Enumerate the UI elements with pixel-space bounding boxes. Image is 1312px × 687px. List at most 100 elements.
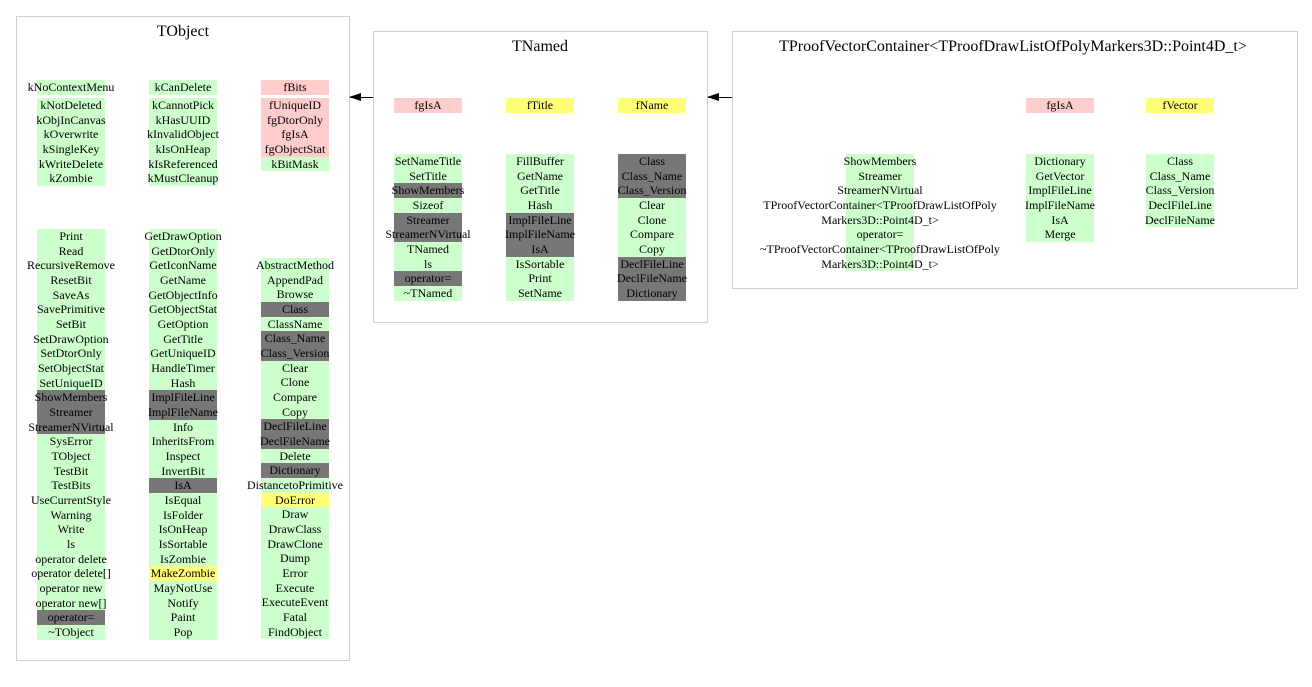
method-item[interactable]: FindObject [261, 624, 329, 640]
method-item[interactable]: IsSortable [149, 537, 217, 552]
method-item[interactable]: AppendPad [261, 272, 329, 288]
method-item[interactable]: Clone [261, 375, 329, 391]
method-item[interactable]: operator delete[] [31, 566, 111, 582]
method-item[interactable]: ~TProofVectorContainer<TProofDrawListOfP… [760, 242, 1000, 272]
method-item[interactable]: Streamer [846, 168, 914, 184]
method-item[interactable]: ShowMembers [35, 390, 107, 406]
data-member[interactable]: kInvalidObject [147, 127, 219, 142]
data-member[interactable]: kCanDelete [149, 80, 217, 95]
data-member[interactable]: kWriteDelete [37, 156, 105, 172]
method-item[interactable]: Info [149, 419, 217, 435]
data-member[interactable]: fgDtorOnly [261, 112, 329, 128]
method-item[interactable]: SysError [37, 434, 105, 450]
data-member[interactable]: kOverwrite [37, 127, 105, 142]
method-item[interactable]: ExecuteEvent [261, 595, 329, 611]
data-member[interactable]: kIsReferenced [148, 156, 218, 172]
data-member[interactable]: fName [618, 98, 686, 113]
method-item[interactable]: TObject [37, 449, 105, 464]
method-item[interactable]: GetVector [1026, 168, 1094, 184]
method-item[interactable]: Compare [261, 390, 329, 405]
method-item[interactable]: Dump [261, 551, 329, 567]
method-item[interactable]: DrawClone [261, 536, 329, 552]
method-item[interactable]: ImplFileName [148, 405, 218, 420]
data-member[interactable]: kIsOnHeap [149, 142, 217, 157]
data-member[interactable]: fUniqueID [261, 98, 329, 113]
method-item[interactable]: GetObjectInfo [148, 287, 218, 303]
method-item[interactable]: RecursiveRemove [27, 258, 115, 273]
data-member[interactable]: fVector [1146, 98, 1214, 113]
method-item[interactable]: Streamer [394, 212, 462, 228]
method-item[interactable]: ShowMembers [844, 154, 916, 169]
method-item[interactable]: StreamerNVirtual [28, 419, 114, 435]
method-item[interactable]: Print [37, 229, 105, 244]
method-item[interactable]: GetDtorOnly [149, 243, 217, 259]
method-item[interactable]: GetIconName [149, 258, 217, 273]
method-item[interactable]: GetDrawOption [144, 229, 222, 244]
method-item[interactable]: GetTitle [149, 331, 217, 347]
method-item[interactable]: SetObjectStat [37, 361, 105, 376]
method-item[interactable]: GetName [506, 168, 574, 184]
method-item[interactable]: operator new [37, 581, 105, 596]
data-member[interactable]: fgIsA [1026, 98, 1094, 113]
method-item[interactable]: operator= [37, 610, 105, 626]
method-item[interactable]: Compare [618, 227, 686, 242]
method-item[interactable]: IsFolder [149, 507, 217, 523]
method-item[interactable]: ImplFileLine [1026, 183, 1094, 198]
method-item[interactable]: Notify [149, 595, 217, 611]
data-member[interactable]: kCannotPick [149, 98, 217, 113]
data-member[interactable]: kHasUUID [149, 112, 217, 128]
data-member[interactable]: kNotDeleted [37, 98, 105, 113]
data-member[interactable]: fgIsA [394, 98, 462, 113]
method-item[interactable]: AbstractMethod [256, 258, 334, 273]
data-member[interactable]: kObjInCanvas [36, 112, 106, 128]
method-item[interactable]: ~TObject [37, 625, 105, 640]
method-item[interactable]: IsA [506, 242, 574, 257]
method-item[interactable]: GetUniqueID [149, 346, 217, 362]
method-item[interactable]: Browse [261, 287, 329, 302]
data-member[interactable]: fgIsA [261, 127, 329, 142]
method-item[interactable]: SetTitle [394, 168, 462, 184]
method-item[interactable]: StreamerNVirtual [837, 183, 923, 198]
method-item[interactable]: Class_Version [618, 183, 686, 198]
method-item[interactable]: SetUniqueID [37, 375, 105, 391]
method-item[interactable]: Class_Name [261, 331, 329, 346]
method-item[interactable]: DoError [261, 492, 329, 508]
data-member[interactable]: kMustCleanup [148, 171, 218, 186]
method-item[interactable]: Copy [261, 404, 329, 420]
method-item[interactable]: IsSortable [506, 256, 574, 272]
method-item[interactable]: DeclFileLine [618, 256, 686, 272]
method-item[interactable]: Dictionary [261, 463, 329, 479]
method-item[interactable]: Streamer [37, 405, 105, 420]
method-item[interactable]: IsEqual [149, 493, 217, 508]
method-item[interactable]: Inspect [149, 449, 217, 464]
method-item[interactable]: HandleTimer [149, 361, 217, 376]
method-item[interactable]: DeclFileLine [1146, 198, 1214, 213]
method-item[interactable]: Draw [261, 507, 329, 523]
method-item[interactable]: ~TNamed [394, 286, 462, 301]
method-item[interactable]: MayNotUse [149, 581, 217, 596]
method-item[interactable]: Class_Version [1146, 183, 1214, 198]
method-item[interactable]: Class_Version [261, 346, 329, 361]
method-item[interactable]: Warning [37, 507, 105, 523]
data-member[interactable]: kZombie [37, 171, 105, 186]
method-item[interactable]: SetNameTitle [394, 154, 462, 169]
method-item[interactable]: GetOption [149, 317, 217, 332]
method-item[interactable]: Class [1146, 154, 1214, 169]
method-item[interactable]: Delete [261, 448, 329, 464]
data-member[interactable]: kNoContextMenu [28, 80, 114, 95]
method-item[interactable]: operator= [394, 271, 462, 287]
method-item[interactable]: InvertBit [149, 463, 217, 479]
method-item[interactable]: DeclFileLine [261, 419, 329, 435]
method-item[interactable]: DeclFileName [617, 271, 687, 287]
method-item[interactable]: Merge [1026, 227, 1094, 242]
method-item[interactable]: Hash [506, 198, 574, 213]
method-item[interactable]: Pop [149, 625, 217, 640]
method-item[interactable]: Error [261, 566, 329, 581]
method-item[interactable]: ImplFileLine [149, 390, 217, 406]
method-item[interactable]: IsOnHeap [149, 522, 217, 538]
method-item[interactable]: TNamed [394, 242, 462, 257]
method-item[interactable]: Clone [618, 212, 686, 228]
method-item[interactable]: GetTitle [506, 183, 574, 198]
data-member[interactable]: fgObjectStat [261, 142, 329, 157]
method-item[interactable]: Dictionary [1026, 154, 1094, 169]
